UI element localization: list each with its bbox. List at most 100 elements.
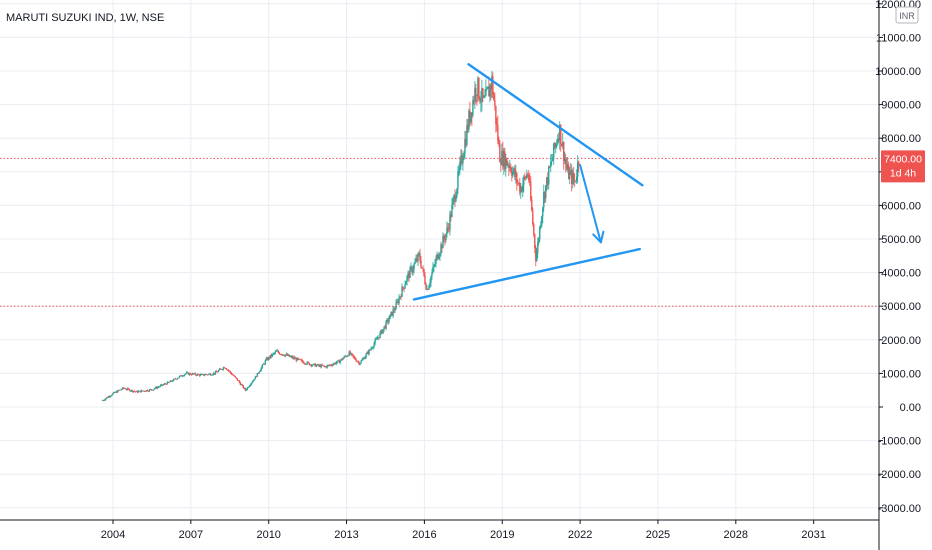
candle-body: [239, 382, 242, 385]
currency-badge[interactable]: INR: [895, 6, 919, 24]
candle-body: [254, 376, 257, 380]
trendline[interactable]: [467, 63, 644, 187]
candle-body: [433, 265, 435, 267]
candle-body: [225, 368, 228, 370]
time-axis[interactable]: 2004 2007 2010 2013 2016 2019 2022 2025 2028 2031: [101, 520, 826, 541]
candle-body: [104, 398, 107, 400]
candle-body: [175, 379, 178, 380]
candle-body: [465, 139, 467, 145]
candle-body: [142, 390, 145, 392]
candle-body: [380, 330, 382, 333]
candle-body: [449, 214, 451, 230]
candle-body: [354, 357, 356, 360]
candle-body: [571, 170, 573, 185]
forecast-arrow-head[interactable]: [592, 230, 605, 244]
candle-body: [326, 365, 328, 368]
currency-badge-box: [895, 6, 919, 24]
candle-body: [341, 358, 343, 360]
candle-body: [510, 166, 512, 172]
candle-body: [237, 380, 240, 382]
candle-body: [425, 283, 427, 290]
candle-body: [525, 176, 527, 179]
candle-body: [403, 287, 405, 289]
candle-body: [491, 76, 493, 90]
candle-body: [549, 166, 551, 168]
candle-body: [122, 387, 125, 389]
candle-body: [488, 86, 490, 97]
y-tick-label: 10000.00: [875, 66, 921, 78]
forecast-arrow-shaft[interactable]: [579, 164, 602, 244]
candle-body: [537, 242, 539, 254]
candle-body: [413, 263, 415, 270]
candle-body: [140, 390, 143, 393]
candle-body: [269, 354, 271, 359]
candle-body: [330, 364, 332, 366]
candle-body: [310, 364, 312, 367]
candle-body: [345, 356, 347, 358]
x-tick-label: 2019: [490, 529, 514, 541]
candle-body: [174, 378, 177, 380]
trendline[interactable]: [412, 247, 641, 301]
candle-body: [461, 155, 463, 164]
y-tick-label: 9000.00: [881, 100, 921, 112]
candle-body: [184, 373, 187, 375]
price-axis[interactable]: 12000.0011000.0010000.009000.008000.0070…: [875, 0, 921, 515]
candle-body: [185, 372, 188, 374]
candle-body: [214, 371, 217, 375]
candle-body: [328, 365, 330, 366]
candle-body: [208, 373, 211, 375]
candle-body: [560, 124, 562, 145]
candle-body: [435, 258, 437, 264]
candle-body: [379, 332, 381, 338]
candle-body: [213, 373, 216, 375]
candle-body: [497, 124, 499, 141]
candle-body: [518, 182, 520, 184]
y-tick-label: 11000.00: [876, 32, 921, 44]
candle-body: [445, 233, 447, 240]
candle-body: [197, 374, 200, 375]
candle-body: [430, 276, 432, 283]
candle-body: [400, 296, 402, 298]
candle-body: [440, 244, 442, 254]
candle-body: [441, 244, 443, 249]
candle-body: [222, 367, 225, 370]
candle-body: [211, 374, 214, 376]
candle-body: [202, 374, 205, 376]
candle-body: [293, 357, 295, 359]
candle-body: [234, 376, 237, 378]
candle-body: [552, 157, 554, 162]
candle-body: [161, 384, 164, 386]
candle-body: [395, 302, 397, 310]
candle-body: [332, 364, 334, 366]
candle-body: [177, 377, 180, 379]
candle-body: [149, 389, 152, 391]
candle-body: [127, 388, 130, 390]
candle-body: [338, 360, 340, 363]
candle-body: [256, 372, 259, 377]
candle-body: [353, 356, 355, 358]
candle-body: [266, 358, 269, 361]
candle-body: [420, 260, 422, 268]
candle-body: [236, 378, 239, 381]
candle-body: [541, 216, 543, 226]
candle-body: [404, 284, 406, 289]
candle-body: [423, 268, 425, 276]
candle-body: [212, 373, 215, 375]
candle-body: [453, 195, 455, 200]
candle-body: [124, 388, 127, 390]
candle-body: [307, 361, 309, 363]
candle-body: [327, 365, 329, 366]
candle-body: [437, 254, 439, 259]
candle-body: [402, 286, 404, 288]
candle-body: [448, 228, 450, 230]
candle-body: [369, 349, 371, 351]
candle-body: [110, 395, 113, 396]
drawings[interactable]: [412, 63, 644, 301]
candle-body: [249, 384, 252, 386]
horizontal-levels: [0, 157, 879, 307]
candle-body: [536, 253, 538, 262]
candle-body: [357, 361, 359, 363]
candle-body: [109, 395, 112, 397]
y-tick-label: 8000.00: [881, 133, 921, 145]
